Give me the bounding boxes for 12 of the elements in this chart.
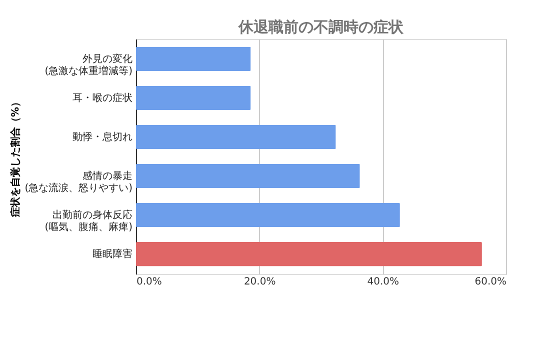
x-tick-label: 40.0% bbox=[367, 276, 400, 288]
y-tick-label: 外見の変化 (急激な体重増減等) bbox=[44, 52, 133, 77]
y-axis-title: 症状を自覚した割合（%） bbox=[10, 96, 22, 218]
x-tick-label: 60.0% bbox=[474, 276, 506, 288]
x-tick-label: 0.0% bbox=[136, 276, 162, 288]
chart-title: 休退職前の不調時の症状 bbox=[238, 18, 404, 36]
x-tick-label: 20.0% bbox=[244, 276, 276, 288]
y-tick-label: 睡眠障害 bbox=[92, 248, 132, 260]
y-tick-label: 感情の暴走 (急な流涙、怒りやすい) bbox=[24, 170, 133, 194]
y-tick-label: 動悸・息切れ bbox=[72, 130, 132, 143]
y-tick-label: 出勤前の身体反応 (嘔気、腹痛、麻痺) bbox=[44, 209, 133, 234]
y-tick-label: 耳・喉の症状 bbox=[72, 92, 132, 104]
